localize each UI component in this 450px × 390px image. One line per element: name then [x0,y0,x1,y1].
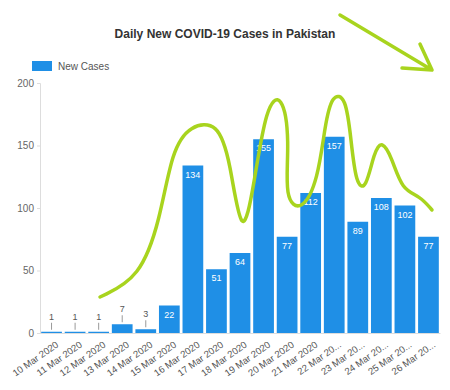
label-leader [145,320,146,327]
y-tick-label: 150 [17,140,34,151]
y-tick-mark [37,333,40,334]
bars [41,137,439,333]
bar [277,237,298,333]
y-axis-line [37,84,41,334]
legend: New Cases [32,61,109,72]
label-leader [51,323,52,330]
bar [371,198,392,333]
data-label: 1 [73,312,78,322]
y-tick-label: 100 [17,203,34,214]
x-axis: 10 Mar 202011 Mar 202012 Mar 202013 Mar … [10,334,440,379]
bar [230,253,251,333]
bar [300,193,321,333]
legend-label: New Cases [58,61,109,72]
y-tick-mark [37,208,40,209]
data-label: 102 [397,210,412,220]
chart: Daily New COVID-19 Cases in Pakistan 0 50 1… [0,0,450,390]
data-label: 89 [353,226,363,236]
data-label: 64 [235,257,245,267]
bar [159,306,180,334]
x-tick: 26 Mar 20... [389,339,437,377]
data-label: 134 [185,170,200,180]
annotation-arrow [340,15,432,70]
bar [135,329,156,333]
y-tick: 0 [28,328,40,339]
data-label: 1 [49,312,54,322]
data-label: 1 [96,312,101,322]
bar [347,222,368,333]
annotation [100,15,432,297]
data-label: 51 [211,273,221,283]
title: Daily New COVID-19 Cases in Pakistan [115,27,336,41]
y-tick: 200 [17,78,40,89]
y-tick-mark [37,271,40,272]
label-leader [122,315,123,322]
bar [206,269,227,333]
bar [65,332,86,333]
y-tick-mark [37,146,40,147]
bar [183,166,204,334]
data-label: 22 [164,310,174,320]
y-tick-label: 200 [17,78,34,89]
data-labels: 11173221345164155771121578910810277 [49,141,433,330]
y-tick: 150 [17,140,40,151]
y-tick-mark [37,83,40,84]
label-leader [98,323,99,330]
data-label: 157 [327,141,342,151]
bar [88,332,109,333]
data-label: 7 [120,304,125,314]
bar [112,324,133,333]
bar [418,237,439,333]
y-tick: 100 [17,203,40,214]
y-tick: 50 [23,265,40,276]
data-label: 108 [374,202,389,212]
annotation-curve [100,96,432,297]
y-tick-label: 50 [23,265,35,276]
x-axis-line [41,333,441,334]
bar [395,206,416,334]
data-label: 77 [423,241,433,251]
bar [41,332,62,333]
label-leader [75,323,76,330]
x-tick-label: 26 Mar 20... [389,339,437,377]
y-tick-label: 0 [28,328,34,339]
y-axis: 0 50 100 150 200 [17,78,40,339]
data-label: 77 [282,241,292,251]
bar [324,137,345,333]
data-label: 3 [143,309,148,319]
legend-swatch [32,61,52,71]
